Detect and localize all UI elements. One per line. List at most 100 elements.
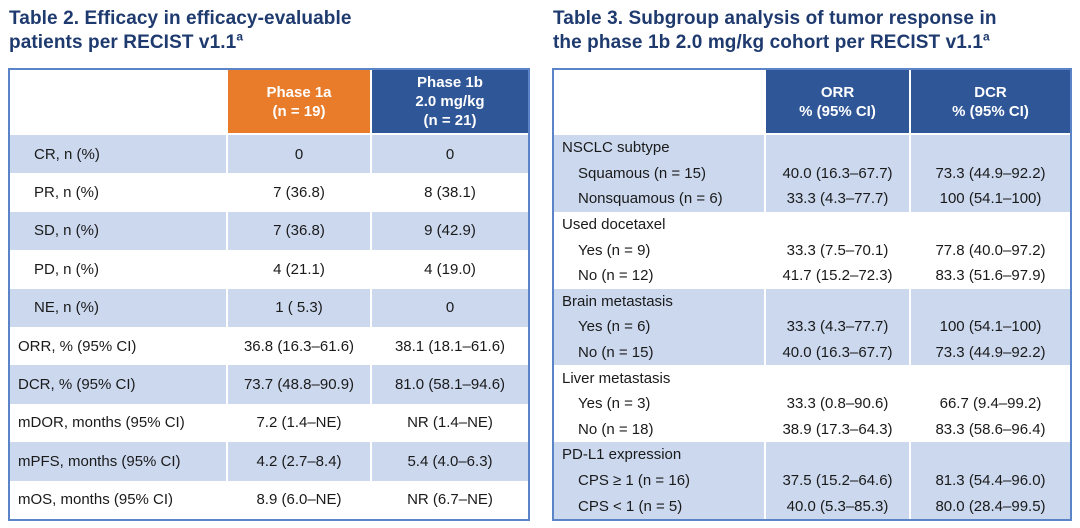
phase1b-value: 0 (372, 288, 528, 327)
row-label: Yes (n = 3) (554, 390, 764, 417)
table-row-docetaxel-yes: Yes (n = 9) 33.3 (7.5–70.1) 77.8 (40.0–9… (554, 237, 1070, 263)
orr-value (766, 365, 909, 391)
row-label: Squamous (n = 15) (554, 160, 764, 187)
dcr-value: 77.8 (40.0–97.2) (911, 237, 1070, 263)
table3-title-text: Table 3. Subgroup analysis of tumor resp… (553, 8, 997, 53)
orr-value: 38.9 (17.3–64.3) (766, 416, 909, 443)
group-row-liver-metastasis: Liver metastasis (554, 365, 1070, 391)
orr-value: 40.0 (16.3–67.7) (766, 160, 909, 187)
group-label: PD-L1 expression (554, 442, 764, 468)
table-row-brain-yes: Yes (n = 6) 33.3 (4.3–77.7) 100 (54.1–10… (554, 314, 1070, 340)
row-label: SD, n (%) (10, 211, 226, 251)
group-label: Used docetaxel (554, 211, 764, 238)
phase1b-value: 8 (38.1) (372, 173, 528, 212)
phase1a-value: 1 ( 5.3) (228, 288, 370, 327)
table-row-mdor: mDOR, months (95% CI) 7.2 (1.4–NE) NR (1… (10, 403, 528, 443)
dcr-value (911, 442, 1070, 468)
orr-value: 37.5 (15.2–64.6) (766, 467, 909, 494)
table3-header-dcr: DCR % (95% CI) (911, 70, 1070, 133)
orr-value (766, 288, 909, 315)
phase1a-value: 8.9 (6.0–NE) (228, 480, 370, 519)
dcr-value: 83.3 (51.6–97.9) (911, 262, 1070, 289)
phase1b-value: NR (1.4–NE) (372, 403, 528, 443)
table-row-squamous: Squamous (n = 15) 40.0 (16.3–67.7) 73.3 … (554, 160, 1070, 187)
orr-value: 41.7 (15.2–72.3) (766, 262, 909, 289)
table-row-cps-ge-1: CPS ≥ 1 (n = 16) 37.5 (15.2–64.6) 81.3 (… (554, 467, 1070, 494)
phase1b-value: 4 (19.0) (372, 250, 528, 289)
table3: ORR % (95% CI) DCR % (95% CI) NSCLC subt… (552, 68, 1072, 521)
table-row-liver-yes: Yes (n = 3) 33.3 (0.8–90.6) 66.7 (9.4–99… (554, 390, 1070, 417)
dcr-value: 83.3 (58.6–96.4) (911, 416, 1070, 443)
orr-value: 33.3 (4.3–77.7) (766, 314, 909, 340)
table2-title: Table 2. Efficacy in efficacy-evaluable … (9, 7, 530, 55)
table2-header-phase1b: Phase 1b 2.0 mg/kg (n = 21) (372, 70, 528, 133)
table-row-orr: ORR, % (95% CI) 36.8 (16.3–61.6) 38.1 (1… (10, 326, 528, 366)
row-label: mPFS, months (95% CI) (10, 442, 226, 481)
row-label: CPS < 1 (n = 5) (554, 493, 764, 519)
phase1b-value: 0 (372, 135, 528, 174)
row-label: mOS, months (95% CI) (10, 480, 226, 519)
table-row-docetaxel-no: No (n = 12) 41.7 (15.2–72.3) 83.3 (51.6–… (554, 262, 1070, 289)
table2-header-row: Phase 1a (n = 19) Phase 1b 2.0 mg/kg (n … (10, 70, 528, 135)
dcr-value: 81.3 (54.4–96.0) (911, 467, 1070, 494)
orr-value (766, 135, 909, 161)
row-label: No (n = 15) (554, 339, 764, 366)
dcr-value (911, 365, 1070, 391)
phase1b-value: 81.0 (58.1–94.6) (372, 365, 528, 404)
group-row-brain-metastasis: Brain metastasis (554, 288, 1070, 315)
phase1a-value: 36.8 (16.3–61.6) (228, 326, 370, 366)
group-row-nsclc-subtype: NSCLC subtype (554, 135, 1070, 161)
group-row-used-docetaxel: Used docetaxel (554, 211, 1070, 238)
table3-panel: Table 3. Subgroup analysis of tumor resp… (552, 7, 1072, 521)
phase1b-value: 5.4 (4.0–6.3) (372, 442, 528, 481)
phase1a-value: 7.2 (1.4–NE) (228, 403, 370, 443)
table-row-mpfs: mPFS, months (95% CI) 4.2 (2.7–8.4) 5.4 … (10, 442, 528, 481)
row-label: DCR, % (95% CI) (10, 365, 226, 404)
dcr-value: 73.3 (44.9–92.2) (911, 339, 1070, 366)
table-row-pr: PR, n (%) 7 (36.8) 8 (38.1) (10, 173, 528, 212)
table-row-cps-lt-1: CPS < 1 (n = 5) 40.0 (5.3–85.3) 80.0 (28… (554, 493, 1070, 519)
table2-title-superscript: a (236, 29, 244, 44)
orr-value: 33.3 (4.3–77.7) (766, 186, 909, 212)
table3-title-superscript: a (983, 29, 990, 44)
orr-value: 33.3 (7.5–70.1) (766, 237, 909, 263)
table3-header-orr: ORR % (95% CI) (766, 70, 909, 133)
table-row-liver-no: No (n = 18) 38.9 (17.3–64.3) 83.3 (58.6–… (554, 416, 1070, 443)
phase1a-value: 4 (21.1) (228, 250, 370, 289)
table2-header-phase1a: Phase 1a (n = 19) (228, 70, 370, 133)
row-label: Yes (n = 6) (554, 314, 764, 340)
table2-panel: Table 2. Efficacy in efficacy-evaluable … (8, 7, 530, 521)
table-row-brain-no: No (n = 15) 40.0 (16.3–67.7) 73.3 (44.9–… (554, 339, 1070, 366)
table-row-cr: CR, n (%) 0 0 (10, 135, 528, 174)
dcr-value (911, 135, 1070, 161)
phase1a-value: 7 (36.8) (228, 211, 370, 251)
phase1a-value: 0 (228, 135, 370, 174)
dcr-value: 73.3 (44.9–92.2) (911, 160, 1070, 187)
row-label: mDOR, months (95% CI) (10, 403, 226, 443)
phase1a-value: 73.7 (48.8–90.9) (228, 365, 370, 404)
row-label: CR, n (%) (10, 135, 226, 174)
phase1a-value: 4.2 (2.7–8.4) (228, 442, 370, 481)
row-label: Yes (n = 9) (554, 237, 764, 263)
table3-header-empty-cell (554, 70, 764, 133)
dcr-value: 66.7 (9.4–99.2) (911, 390, 1070, 417)
row-label: PR, n (%) (10, 173, 226, 212)
dcr-value (911, 211, 1070, 238)
orr-value: 40.0 (16.3–67.7) (766, 339, 909, 366)
orr-value (766, 442, 909, 468)
row-label: No (n = 18) (554, 416, 764, 443)
row-label: Nonsquamous (n = 6) (554, 186, 764, 212)
phase1a-value: 7 (36.8) (228, 173, 370, 212)
group-label: NSCLC subtype (554, 135, 764, 161)
table-row-mos: mOS, months (95% CI) 8.9 (6.0–NE) NR (6.… (10, 480, 528, 519)
orr-value: 40.0 (5.3–85.3) (766, 493, 909, 519)
dcr-value: 100 (54.1–100) (911, 314, 1070, 340)
group-row-pdl1-expression: PD-L1 expression (554, 442, 1070, 468)
dcr-value: 80.0 (28.4–99.5) (911, 493, 1070, 519)
table-row-nonsquamous: Nonsquamous (n = 6) 33.3 (4.3–77.7) 100 … (554, 186, 1070, 212)
table2: Phase 1a (n = 19) Phase 1b 2.0 mg/kg (n … (8, 68, 530, 521)
table-row-dcr: DCR, % (95% CI) 73.7 (48.8–90.9) 81.0 (5… (10, 365, 528, 404)
orr-value (766, 211, 909, 238)
phase1b-value: 38.1 (18.1–61.6) (372, 326, 528, 366)
